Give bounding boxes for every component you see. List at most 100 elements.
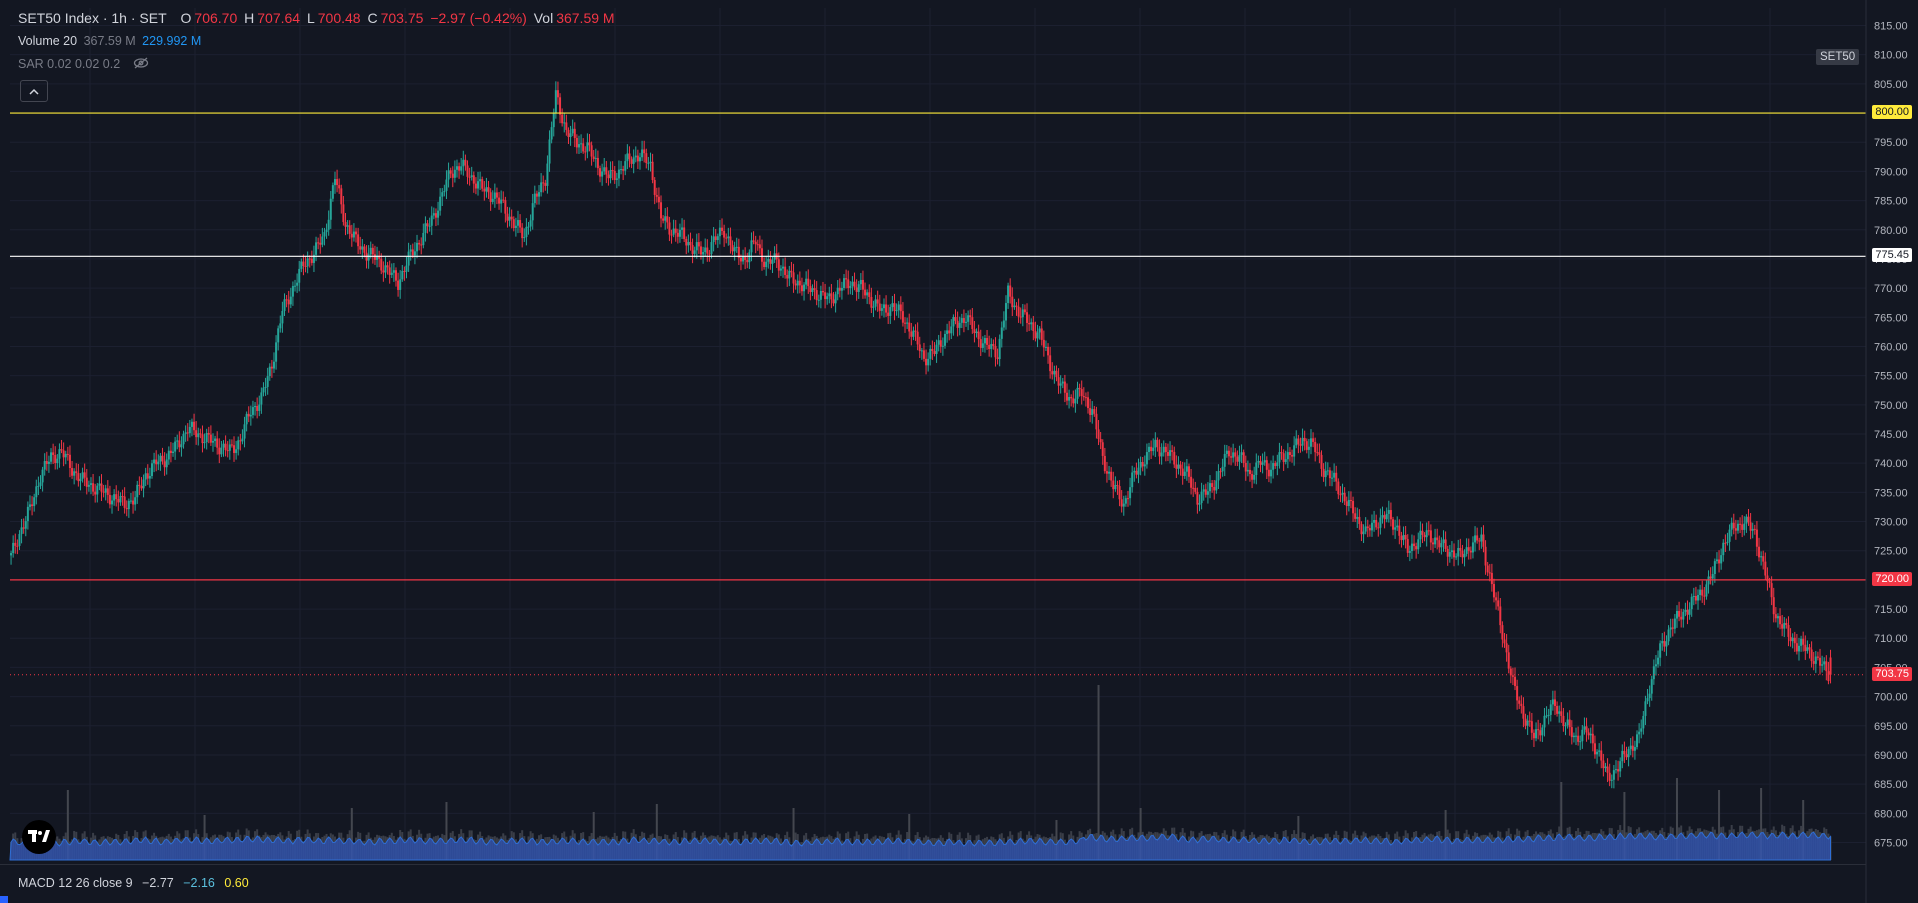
horizontal-lines[interactable]	[10, 112, 1866, 676]
tradingview-logo[interactable]	[22, 820, 56, 854]
sar-legend[interactable]: SAR 0.02 0.02 0.2	[18, 57, 152, 72]
volume-bar	[1625, 832, 1628, 860]
candle-body	[22, 527, 25, 529]
volume-bar	[965, 838, 968, 860]
symbol-title[interactable]: SET50 Index · 1h · SET	[18, 10, 167, 26]
volume-bar	[1602, 831, 1605, 860]
volume-bar	[1636, 829, 1639, 860]
candle-body	[1011, 296, 1014, 308]
eye-off-icon[interactable]	[133, 57, 149, 72]
volume-bar	[1772, 826, 1775, 860]
volume-bar	[94, 835, 97, 860]
volume-bar	[887, 833, 890, 860]
symbol-price-label[interactable]: SET50	[1816, 49, 1860, 65]
volume-bar	[1787, 835, 1790, 860]
candle-body	[535, 193, 538, 197]
price-tick-label: 785.00	[1874, 196, 1908, 208]
candles[interactable]	[10, 81, 1832, 789]
price-axis[interactable]: 675.00680.00685.00690.00695.00700.00705.…	[1874, 21, 1908, 850]
volume-bar	[336, 839, 339, 860]
candle-body	[155, 459, 158, 465]
candle-body	[260, 392, 263, 405]
macd-legend[interactable]: MACD 12 26 close 9 −2.77 −2.16 0.60	[18, 876, 249, 890]
candle-body	[649, 161, 652, 163]
volume-bar	[1684, 836, 1687, 860]
volume-bar	[1469, 839, 1472, 860]
candle-body	[294, 285, 297, 287]
candle-body	[1509, 668, 1512, 676]
volume-legend[interactable]: Volume 20 367.59 M 229.992 M	[18, 34, 204, 48]
candle-body	[1495, 597, 1498, 601]
volume-bar	[247, 830, 250, 860]
candle-body	[1682, 611, 1685, 620]
candle-body	[1227, 450, 1230, 457]
volume-bar	[973, 840, 976, 860]
candle-body	[670, 234, 673, 236]
volume-indicator-name[interactable]: Volume 20	[18, 34, 78, 48]
volume-bar	[1211, 835, 1214, 860]
price-tag-800[interactable]: 800.00	[1872, 105, 1912, 120]
volume-bar	[477, 834, 480, 860]
candle-body	[1110, 471, 1113, 481]
candle-body	[992, 343, 995, 346]
volume-bar	[1730, 825, 1733, 860]
candle-body	[632, 157, 635, 164]
price-tag-720[interactable]: 720.00	[1872, 571, 1912, 586]
volume-bar	[1326, 833, 1329, 860]
sar-indicator-name[interactable]: SAR 0.02 0.02 0.2	[18, 57, 121, 71]
candle-body	[87, 484, 90, 487]
candle-body	[1036, 332, 1039, 339]
candle-body	[230, 444, 233, 446]
volume-bar	[1499, 831, 1502, 860]
volume-bar	[201, 837, 204, 860]
volume-bar	[1814, 829, 1817, 860]
candle-body	[584, 151, 587, 153]
candle-body	[357, 234, 360, 247]
collapse-legend-button[interactable]	[20, 80, 48, 102]
volume-bar	[620, 839, 623, 860]
volume-bar	[758, 837, 761, 860]
candle-body	[636, 155, 639, 162]
candle-body	[1636, 734, 1639, 748]
volume-bar	[371, 839, 374, 860]
candle-body	[533, 193, 536, 204]
volume-bar	[1013, 842, 1016, 860]
volume-bar	[75, 831, 78, 860]
candle-body	[1659, 643, 1662, 658]
candle-body	[1360, 523, 1363, 535]
candle-body	[943, 333, 946, 346]
candle-body	[203, 442, 206, 444]
candle-body	[1068, 397, 1071, 401]
volume-bar	[1169, 835, 1172, 860]
volume-bar	[178, 833, 181, 860]
candle-body	[1419, 530, 1422, 540]
volume-bar	[1288, 842, 1291, 860]
price-tag-775[interactable]: 775.45	[1872, 248, 1912, 263]
candle-body	[798, 280, 801, 286]
volume-bar-spike	[445, 802, 448, 860]
volume-bar	[935, 838, 938, 860]
macd-indicator-name[interactable]: MACD 12 26 close 9	[18, 876, 133, 890]
volume-bar	[1234, 831, 1237, 860]
symbol-legend[interactable]: SET50 Index · 1h · SET O 706.70 H 707.64 L…	[18, 10, 618, 26]
volume-bar	[485, 837, 488, 860]
volume-bar	[1047, 837, 1050, 860]
candle-body	[718, 227, 721, 237]
candle-body	[1284, 459, 1287, 462]
volume-bar	[668, 838, 671, 860]
volume-bar	[1516, 828, 1519, 860]
volume-bar	[1236, 839, 1239, 860]
volume-bar	[1804, 833, 1807, 860]
volume-bar	[386, 837, 389, 860]
last-price-tag[interactable]: 703.75	[1872, 666, 1912, 681]
candle-body	[1474, 535, 1477, 543]
macd-pane-divider[interactable]	[0, 864, 1866, 865]
volume-bar	[716, 835, 719, 860]
volume-bar	[554, 835, 557, 860]
volume-bar	[397, 837, 400, 860]
volume-bar	[460, 829, 463, 860]
volume-bar	[1638, 827, 1641, 860]
volume-bar	[1114, 834, 1117, 860]
volume-bar	[220, 834, 223, 860]
